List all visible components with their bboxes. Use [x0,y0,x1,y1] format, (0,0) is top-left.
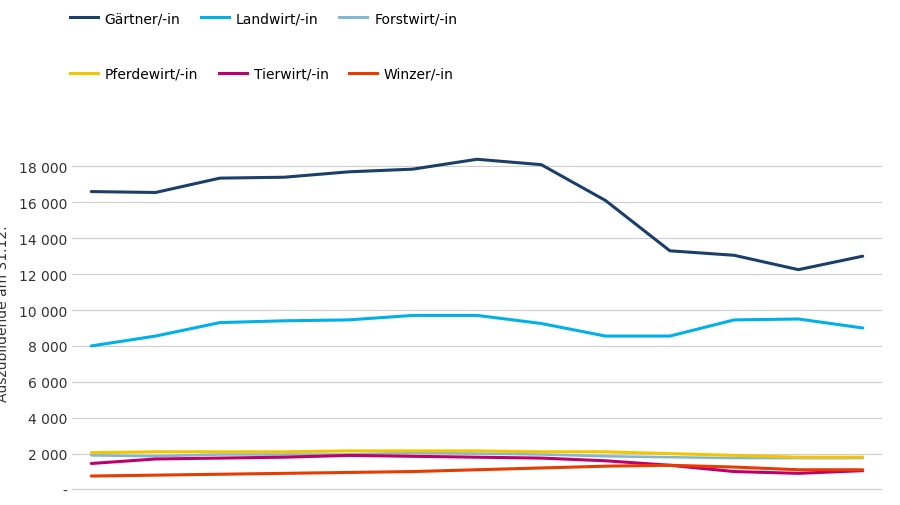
Legend: Pferdewirt/-in, Tierwirt/-in, Winzer/-in: Pferdewirt/-in, Tierwirt/-in, Winzer/-in [70,68,454,81]
Y-axis label: Auszubildende am 31.12.: Auszubildende am 31.12. [0,225,11,401]
Legend: Gärtner/-in, Landwirt/-in, Forstwirt/-in: Gärtner/-in, Landwirt/-in, Forstwirt/-in [70,12,457,26]
